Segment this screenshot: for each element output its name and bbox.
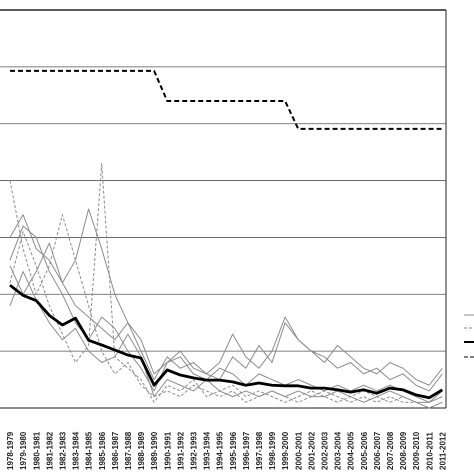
x-tick-label: 1989-1990 [150,431,159,470]
series-line [9,284,444,400]
x-tick-label: 1988-1989 [137,431,146,470]
x-tick-label: 1997-1998 [255,431,264,470]
x-tick-label: 1993-1994 [203,431,212,470]
x-tick-label: 1996-1997 [242,431,251,470]
x-tick-label: 1990-1991 [163,431,172,470]
x-tick-label: 2009-2010 [412,431,421,470]
x-tick-label: 1991-1992 [176,431,185,470]
x-tick-label: 1995-1996 [229,431,238,470]
x-tick-label: 1979-1980 [19,431,28,470]
series-line [9,214,443,392]
x-tick-label: 2007-2008 [386,431,395,470]
x-tick-label: 1978-1979 [6,431,15,470]
x-tick-label: 1999-2000 [281,431,290,470]
x-tick-label: 2008-2009 [399,431,408,470]
series-line [9,208,443,386]
x-tick-label: 1986-1987 [111,431,120,470]
x-tick-label: 2001-2002 [307,431,316,470]
x-tick-label: 2006-2007 [373,431,382,470]
series-line [9,180,443,409]
x-tick-label: 1987-1988 [124,431,133,470]
x-tick-label: 2011-2012 [438,432,447,470]
x-tick-label: 1992-1993 [190,431,199,470]
x-tick-label: 1998-1999 [268,431,277,470]
series-line [9,225,443,403]
x-tick-label: 2004-2005 [347,431,356,470]
x-tick-label: 2010-2011 [425,432,434,470]
x-tick-label: 2000-2001 [294,431,303,470]
x-tick-label: 1984-1985 [85,431,94,470]
x-tick-label: 1981-1982 [45,431,54,470]
x-tick-label: 2005-2006 [360,431,369,470]
series-line [9,271,443,403]
x-tick-label: 1994-1995 [216,431,225,470]
x-tick-label: 2003-2004 [334,431,343,470]
x-tick-label: 1982-1983 [59,431,68,470]
x-tick-label: 1983-1984 [72,431,81,470]
x-tick-label: 1985-1986 [98,431,107,470]
series-line [10,69,443,130]
x-tick-label: 1980-1981 [32,431,41,470]
x-tick-label: 2002-2003 [321,431,330,470]
